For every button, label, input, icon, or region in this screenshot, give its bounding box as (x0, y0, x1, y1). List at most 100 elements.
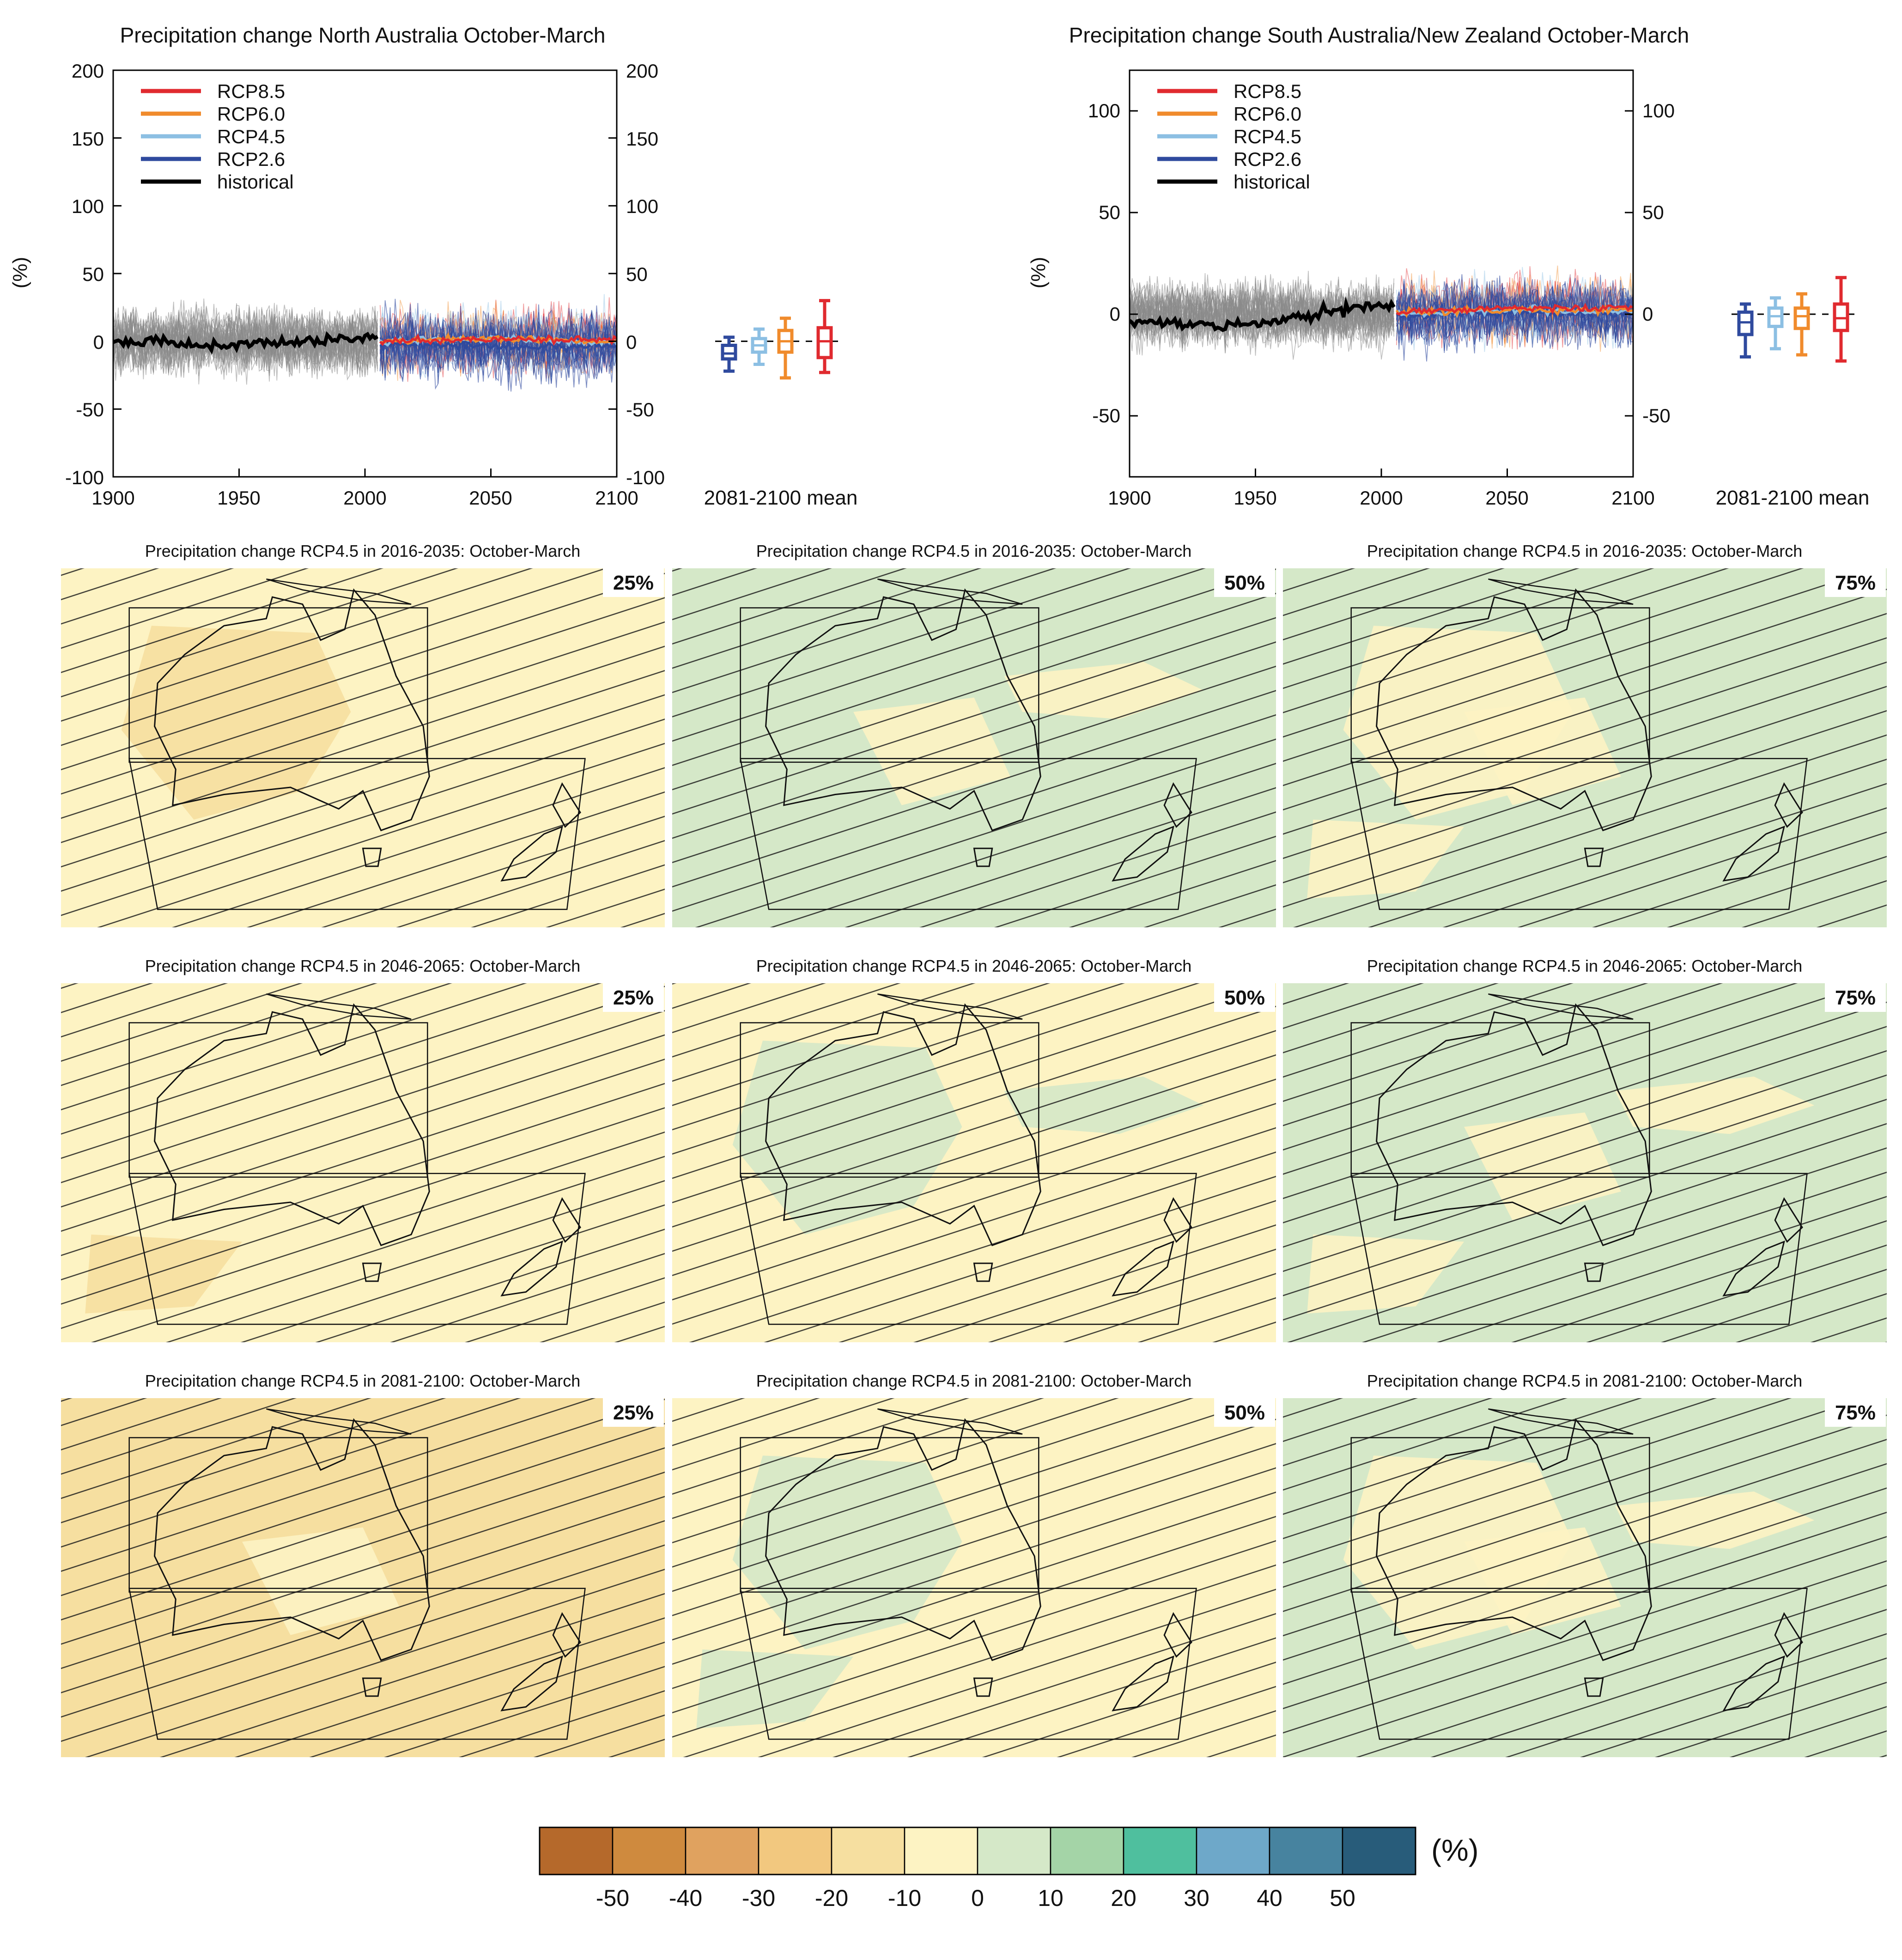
map-panel: Precipitation change RCP4.5 in 2081-2100… (61, 1371, 665, 1757)
map-hatching (672, 1398, 1276, 1757)
series-mean-line (113, 331, 379, 355)
colorbar-tick: 40 (1257, 1885, 1282, 1911)
map-panel: Precipitation change RCP4.5 in 2016-2035… (1283, 542, 1887, 927)
australia-coastline (765, 1418, 1041, 1662)
australia-coastline (1376, 588, 1652, 832)
ts1-ytick-right: 200 (626, 60, 658, 82)
ts1-ytick: 100 (72, 195, 104, 217)
australia-coastline (765, 588, 1041, 832)
colorbar-tick: -30 (742, 1885, 775, 1911)
series-mean-line (1396, 303, 1633, 316)
north-australia-region-box (128, 607, 428, 763)
ts1-ytick: -100 (65, 467, 104, 488)
map-area (61, 568, 665, 927)
map-title: Precipitation change RCP4.5 in 2046-2065… (145, 956, 581, 975)
new-zealand-coastline (500, 1240, 563, 1297)
new-zealand-coastline (1774, 782, 1803, 828)
ts1-xtick: 1950 (217, 487, 260, 509)
tasmania-coastline (973, 847, 993, 867)
ts2-x-ticks: 1900 1950 2000 2050 2100 (1108, 487, 1654, 509)
ts1-ylabel: (%) (9, 257, 31, 288)
australia-coastline (1376, 1003, 1652, 1247)
ts2-ytick-right: 50 (1642, 201, 1664, 223)
series-mean-line (1395, 304, 1633, 318)
legend-label: RCP2.6 (217, 148, 285, 170)
map-title: Precipitation change RCP4.5 in 2016-2035… (145, 542, 581, 560)
new-guinea-coastline (266, 1408, 412, 1435)
tasmania-coastline (973, 1677, 993, 1697)
legend-label: RCP4.5 (217, 126, 285, 147)
percentile-label: 25% (613, 1401, 654, 1424)
series-mean-line (379, 333, 617, 346)
ts1-xtick: 2100 (595, 487, 638, 509)
percentile-label-box (603, 1398, 664, 1427)
ts1-x-ticks: 1900 1950 2000 2050 2100 (91, 487, 638, 509)
ts1-ytick-right: -50 (626, 399, 654, 420)
map-panel: Precipitation change RCP4.5 in 2081-2100… (672, 1371, 1276, 1757)
tasmania-coastline (973, 1262, 993, 1282)
map-title: Precipitation change RCP4.5 in 2046-2065… (1367, 956, 1803, 975)
new-zealand-coastline (1722, 1655, 1785, 1711)
ts1-ytick-right: 50 (626, 263, 648, 285)
tasmania-coastline (362, 1262, 382, 1282)
legend-label: RCP4.5 (1234, 126, 1301, 147)
map-contours (61, 1398, 665, 1757)
new-zealand-coastline (552, 1197, 581, 1243)
ts1-legend: RCP8.5 RCP6.0 RCP4.5 RCP2.6 historical (141, 80, 294, 193)
new-zealand-coastline (500, 1655, 563, 1711)
colorbar-swatch (1196, 1826, 1270, 1875)
colorbar-swatch (685, 1826, 760, 1875)
ensemble-member-line (1396, 285, 1633, 346)
ts2-xtick: 2050 (1485, 487, 1528, 509)
percentile-label: 75% (1835, 986, 1876, 1009)
north-australia-region-box (740, 607, 1039, 763)
ts1-ytick-right: 0 (626, 331, 637, 353)
colorbar-swatches (539, 1826, 1416, 1875)
ts1-box-label: 2081-2100 mean (704, 487, 858, 509)
plot-area (113, 294, 617, 392)
map-panel: Precipitation change RCP4.5 in 2016-2035… (61, 542, 665, 927)
ts1-ytick: 200 (72, 60, 104, 82)
map-contours (672, 568, 1276, 927)
ts2-ytick: 50 (1099, 201, 1120, 223)
map-contours (672, 983, 1276, 1342)
australia-coastline (154, 1003, 430, 1247)
colorbar-tick: 30 (1184, 1885, 1209, 1911)
percentile-label: 50% (1224, 986, 1265, 1009)
colorbar-swatch (1050, 1826, 1124, 1875)
colorbar-swatch (612, 1826, 687, 1875)
north-australia-region-box (128, 1437, 428, 1593)
map-panels: Precipitation change RCP4.5 in 2016-2035… (61, 542, 1887, 1757)
new-zealand-coastline (1163, 1612, 1192, 1658)
map-panel: Precipitation change RCP4.5 in 2046-2065… (672, 956, 1276, 1342)
map-hatching (672, 568, 1276, 927)
legend-label: RCP6.0 (1234, 103, 1301, 125)
australia-coastline (154, 588, 430, 832)
map-area (672, 568, 1276, 927)
map-title: Precipitation change RCP4.5 in 2016-2035… (756, 542, 1192, 560)
north-australia-region-box (1350, 607, 1650, 763)
map-panel: Precipitation change RCP4.5 in 2046-2065… (1283, 956, 1887, 1342)
south-australia-nz-region-box (128, 1588, 586, 1740)
ensemble-member-line (1396, 280, 1633, 351)
ts1-marks (112, 69, 839, 478)
colorbar-tick: 50 (1330, 1885, 1355, 1911)
map-contours (672, 1398, 1276, 1757)
map-title: Precipitation change RCP4.5 in 2081-2100… (1367, 1371, 1803, 1390)
new-zealand-coastline (1722, 1240, 1785, 1297)
map-hatching (61, 983, 665, 1342)
ts2-ytick-right: 100 (1642, 100, 1675, 122)
map-area (672, 983, 1276, 1342)
ts2-ytick-right: -50 (1642, 405, 1671, 426)
map-area (672, 1398, 1276, 1757)
new-zealand-coastline (1112, 825, 1174, 882)
percentile-label-box (1825, 568, 1886, 597)
colorbar-swatch (831, 1826, 905, 1875)
map-hatching (61, 1398, 665, 1757)
south-australia-nz-region-box (128, 1173, 586, 1325)
colorbar-swatch (1123, 1826, 1197, 1875)
series-mean-line (379, 339, 617, 354)
colorbar-tick: -20 (815, 1885, 848, 1911)
percentile-label-box (603, 983, 664, 1012)
